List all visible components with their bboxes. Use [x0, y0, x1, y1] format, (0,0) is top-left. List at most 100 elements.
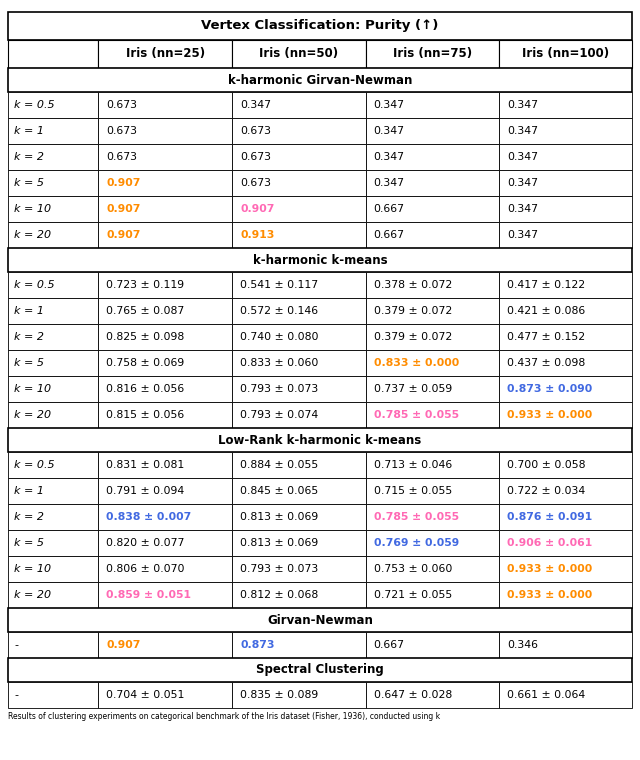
- Bar: [8, 12, 632, 40]
- Bar: [499, 324, 632, 350]
- Text: 0.667: 0.667: [374, 230, 404, 240]
- Text: 0.884 ± 0.055: 0.884 ± 0.055: [240, 460, 318, 470]
- Bar: [499, 272, 632, 298]
- Bar: [8, 144, 99, 170]
- Text: 0.673: 0.673: [106, 152, 138, 162]
- Text: 0.704 ± 0.051: 0.704 ± 0.051: [106, 690, 185, 700]
- Text: 0.812 ± 0.068: 0.812 ± 0.068: [240, 590, 318, 600]
- Text: Spectral Clustering: Spectral Clustering: [256, 663, 384, 676]
- Bar: [499, 196, 632, 222]
- Bar: [499, 530, 632, 556]
- Text: k = 2: k = 2: [14, 512, 44, 522]
- Text: k = 1: k = 1: [14, 306, 44, 316]
- Text: 0.667: 0.667: [374, 204, 404, 214]
- Text: 0.793 ± 0.073: 0.793 ± 0.073: [240, 564, 318, 574]
- Bar: [232, 582, 365, 608]
- Bar: [99, 682, 232, 708]
- Bar: [8, 68, 632, 92]
- Text: k = 20: k = 20: [14, 590, 51, 600]
- Bar: [99, 298, 232, 324]
- Text: 0.347: 0.347: [374, 126, 404, 136]
- Bar: [232, 402, 365, 428]
- Bar: [8, 222, 99, 248]
- Bar: [365, 196, 499, 222]
- Bar: [499, 556, 632, 582]
- Bar: [8, 324, 99, 350]
- Bar: [99, 402, 232, 428]
- Bar: [99, 170, 232, 196]
- Bar: [499, 40, 632, 68]
- Bar: [232, 196, 365, 222]
- Text: 0.417 ± 0.122: 0.417 ± 0.122: [507, 280, 585, 290]
- Bar: [365, 632, 499, 658]
- Text: 0.737 ± 0.059: 0.737 ± 0.059: [374, 384, 452, 394]
- Bar: [232, 530, 365, 556]
- Bar: [8, 582, 99, 608]
- Bar: [232, 632, 365, 658]
- Bar: [232, 170, 365, 196]
- Bar: [499, 170, 632, 196]
- Text: 0.813 ± 0.069: 0.813 ± 0.069: [240, 538, 318, 548]
- Bar: [499, 92, 632, 118]
- Bar: [8, 402, 99, 428]
- Text: 0.933 ± 0.000: 0.933 ± 0.000: [507, 410, 593, 420]
- Text: 0.833 ± 0.060: 0.833 ± 0.060: [240, 358, 318, 368]
- Text: 0.673: 0.673: [106, 100, 138, 110]
- Text: k = 1: k = 1: [14, 126, 44, 136]
- Text: 0.673: 0.673: [240, 152, 271, 162]
- Bar: [232, 222, 365, 248]
- Text: 0.907: 0.907: [106, 178, 141, 188]
- Text: 0.437 ± 0.098: 0.437 ± 0.098: [507, 358, 586, 368]
- Text: k-harmonic k-means: k-harmonic k-means: [253, 254, 387, 267]
- Bar: [8, 170, 99, 196]
- Bar: [365, 144, 499, 170]
- Text: 0.815 ± 0.056: 0.815 ± 0.056: [106, 410, 185, 420]
- Bar: [232, 376, 365, 402]
- Text: 0.769 ± 0.059: 0.769 ± 0.059: [374, 538, 459, 548]
- Text: k = 10: k = 10: [14, 564, 51, 574]
- Bar: [365, 402, 499, 428]
- Bar: [232, 92, 365, 118]
- Bar: [365, 324, 499, 350]
- Bar: [365, 222, 499, 248]
- Text: 0.700 ± 0.058: 0.700 ± 0.058: [507, 460, 586, 470]
- Text: 0.765 ± 0.087: 0.765 ± 0.087: [106, 306, 185, 316]
- Text: k = 0.5: k = 0.5: [14, 100, 54, 110]
- Text: 0.933 ± 0.000: 0.933 ± 0.000: [507, 564, 593, 574]
- Text: 0.673: 0.673: [106, 126, 138, 136]
- Text: 0.806 ± 0.070: 0.806 ± 0.070: [106, 564, 185, 574]
- Text: 0.833 ± 0.000: 0.833 ± 0.000: [374, 358, 459, 368]
- Bar: [8, 118, 99, 144]
- Text: 0.740 ± 0.080: 0.740 ± 0.080: [240, 332, 319, 342]
- Bar: [499, 118, 632, 144]
- Text: 0.647 ± 0.028: 0.647 ± 0.028: [374, 690, 452, 700]
- Text: Iris (nn=75): Iris (nn=75): [393, 47, 472, 61]
- Text: 0.347: 0.347: [507, 204, 538, 214]
- Bar: [8, 682, 99, 708]
- Bar: [99, 144, 232, 170]
- Bar: [232, 40, 365, 68]
- Text: 0.421 ± 0.086: 0.421 ± 0.086: [507, 306, 586, 316]
- Bar: [8, 92, 99, 118]
- Text: 0.793 ± 0.073: 0.793 ± 0.073: [240, 384, 318, 394]
- Bar: [99, 92, 232, 118]
- Text: 0.845 ± 0.065: 0.845 ± 0.065: [240, 486, 318, 496]
- Bar: [8, 428, 632, 452]
- Text: k = 10: k = 10: [14, 384, 51, 394]
- Text: 0.907: 0.907: [240, 204, 275, 214]
- Bar: [499, 376, 632, 402]
- Bar: [99, 504, 232, 530]
- Bar: [232, 272, 365, 298]
- Text: k = 5: k = 5: [14, 178, 44, 188]
- Text: 0.572 ± 0.146: 0.572 ± 0.146: [240, 306, 318, 316]
- Bar: [232, 478, 365, 504]
- Text: Vertex Classification: Purity (↑): Vertex Classification: Purity (↑): [202, 20, 438, 33]
- Bar: [8, 40, 99, 68]
- Bar: [99, 272, 232, 298]
- Bar: [99, 350, 232, 376]
- Text: -: -: [14, 690, 18, 700]
- Bar: [99, 632, 232, 658]
- Bar: [365, 452, 499, 478]
- Bar: [8, 298, 99, 324]
- Bar: [365, 376, 499, 402]
